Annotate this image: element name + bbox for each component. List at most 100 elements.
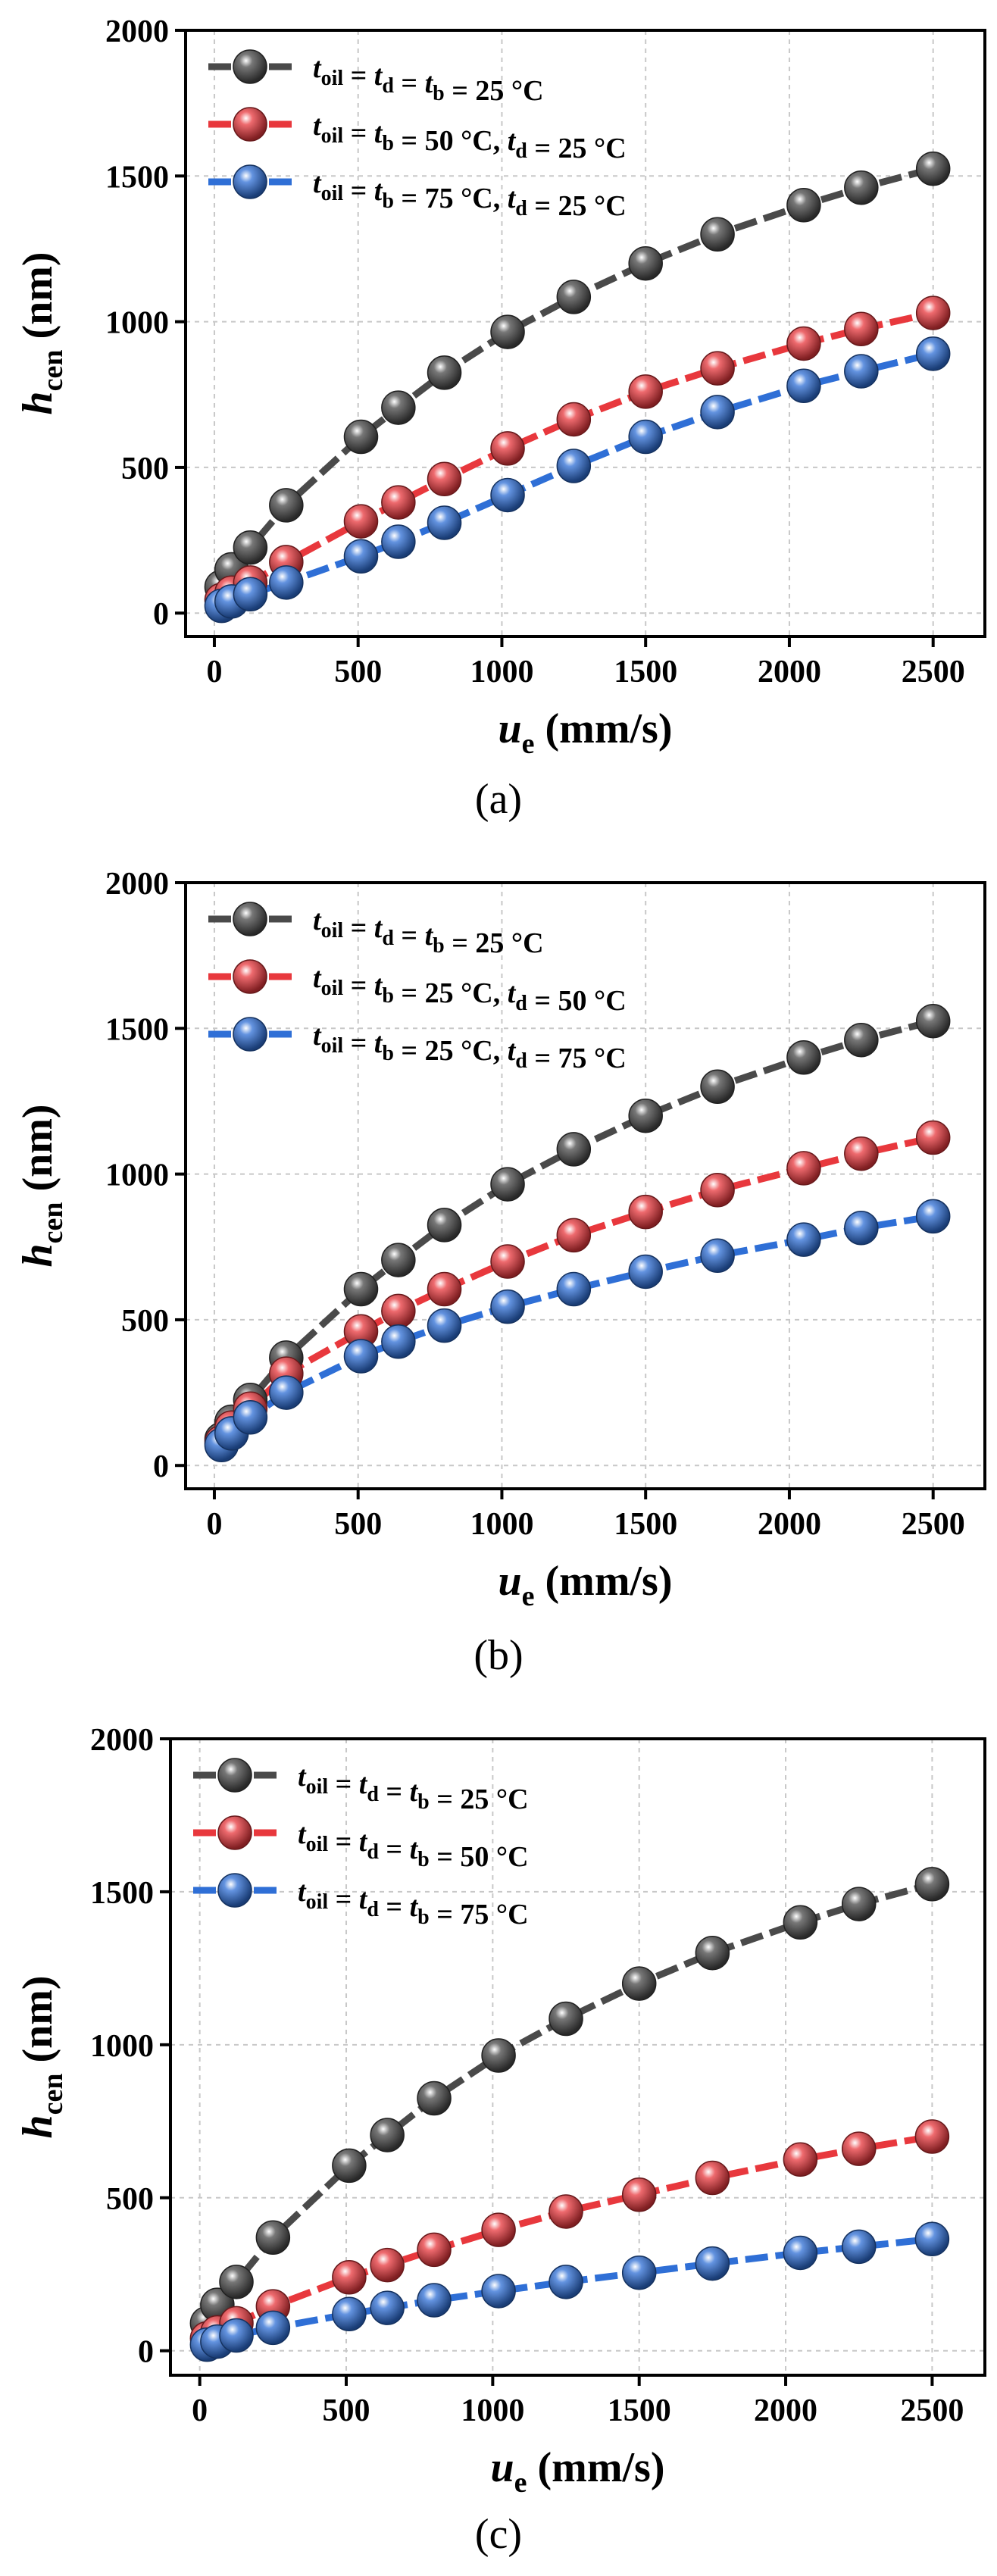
y-tick-label: 1500 (105, 160, 169, 195)
y-tick-label: 500 (106, 2182, 154, 2217)
data-point (269, 488, 304, 523)
legend-label: toil = td = tb = 50 °C (298, 1818, 529, 1873)
data-point (700, 1173, 735, 1208)
data-point (695, 1935, 730, 1971)
legend-marker (233, 1017, 267, 1052)
data-point (332, 2296, 367, 2331)
data-point (915, 1199, 951, 1234)
data-point (844, 311, 879, 346)
data-point (549, 2001, 583, 2037)
data-point (786, 1040, 821, 1075)
data-point (427, 461, 462, 497)
data-point (621, 1966, 657, 2001)
data-point (255, 2220, 291, 2256)
data-point (695, 2160, 730, 2196)
data-point (914, 1867, 950, 1902)
caption-panel-a: (a) (474, 776, 523, 823)
legend-marker (233, 959, 267, 994)
x-tick-label: 2500 (902, 1507, 965, 1542)
legend-marker (217, 1815, 252, 1850)
data-point (549, 2194, 583, 2229)
data-point (844, 170, 879, 205)
x-tick-label: 2500 (900, 2393, 964, 2428)
legend-label: toil = tb = 25 °C, td = 75 °C (313, 1020, 627, 1074)
data-point (556, 449, 592, 483)
data-point (783, 2142, 818, 2177)
y-tick-label: 0 (153, 1449, 169, 1484)
data-point (841, 1887, 877, 1921)
data-point (481, 2212, 516, 2247)
y-tick-label: 1000 (105, 1158, 169, 1193)
y-tick-label: 1000 (90, 2029, 154, 2064)
legend-label: toil = tb = 50 °C, td = 25 °C (313, 110, 627, 164)
legend-marker (217, 1758, 252, 1793)
data-point (332, 2148, 367, 2184)
data-point (417, 2232, 452, 2268)
x-tick-label: 500 (334, 1507, 382, 1542)
data-point (427, 1271, 462, 1307)
data-point (915, 336, 951, 371)
data-point (481, 2274, 516, 2309)
x-tick-label: 1000 (461, 2393, 524, 2428)
data-point (490, 1167, 525, 1202)
legend-label: toil = td = tb = 25 °C (298, 1761, 529, 1815)
y-axis-title: hcen (nm) (14, 1975, 69, 2138)
y-axis-title: hcen (nm) (14, 1104, 69, 1267)
legend-item-3: toil = tb = 75 °C, td = 25 °C (208, 164, 627, 222)
data-point (370, 2247, 405, 2283)
data-point (628, 245, 663, 281)
data-point (269, 565, 304, 600)
data-point (844, 354, 879, 389)
data-point (783, 1905, 818, 1940)
data-point (549, 2265, 583, 2299)
data-point (915, 1120, 951, 1155)
data-point (417, 2080, 452, 2116)
legend-item-1: toil = td = tb = 25 °C (208, 902, 544, 959)
chart-panel-c: 0 500 1000 1500 2000 2500 0 500 1000 1500 2000 ue (… (14, 1723, 986, 2496)
data-point (786, 1222, 821, 1257)
legend-marker (233, 902, 267, 936)
data-point (844, 1136, 879, 1171)
x-tick-label: 2000 (758, 1507, 821, 1542)
data-point (700, 1069, 735, 1104)
y-tick-label: 2000 (105, 14, 169, 49)
legend: toil = td = tb = 25 °C toil = tb = 25 °C,… (208, 902, 627, 1074)
data-point (621, 2255, 657, 2290)
legend-item-2: toil = tb = 50 °C, td = 25 °C (208, 107, 627, 164)
data-point (841, 2229, 877, 2265)
y-tick-label: 500 (121, 452, 169, 486)
data-point (914, 2221, 950, 2257)
y-tick-label: 1000 (105, 306, 169, 341)
data-point (332, 2260, 367, 2295)
legend-item-2: toil = td = tb = 50 °C (193, 1815, 529, 1873)
y-tick-label: 0 (138, 2335, 154, 2370)
x-axis-title: ue (mm/s) (498, 1558, 673, 1610)
data-point (233, 530, 268, 565)
chart-panel-a: 0 500 1000 1500 2000 2500 0 500 1000 1500 2000 ue (… (14, 14, 986, 758)
data-point (381, 1324, 416, 1359)
data-point (700, 395, 735, 430)
data-point (695, 2246, 730, 2281)
data-point (556, 1218, 592, 1253)
data-point (700, 1238, 735, 1274)
grid-lines (186, 882, 985, 1489)
data-point (381, 1293, 416, 1329)
data-point (381, 1243, 416, 1277)
legend-marker (233, 49, 267, 84)
x-axis-title: ue (mm/s) (498, 705, 673, 758)
data-point (427, 505, 462, 540)
data-point (915, 1003, 951, 1039)
data-point (628, 1194, 663, 1230)
data-point (844, 1022, 879, 1058)
x-tick-label: 1500 (614, 655, 677, 689)
series-line-1 (218, 1018, 934, 1441)
data-point (628, 1254, 663, 1290)
x-axis-title: ue (mm/s) (491, 2444, 665, 2496)
y-tick-label: 1500 (90, 1876, 154, 1911)
data-point (490, 1244, 525, 1279)
series-line-2 (205, 2133, 933, 2342)
data-point (343, 504, 379, 539)
data-point (783, 2235, 818, 2271)
legend-label: toil = td = tb = 25 °C (313, 905, 544, 959)
data-point (417, 2283, 452, 2318)
